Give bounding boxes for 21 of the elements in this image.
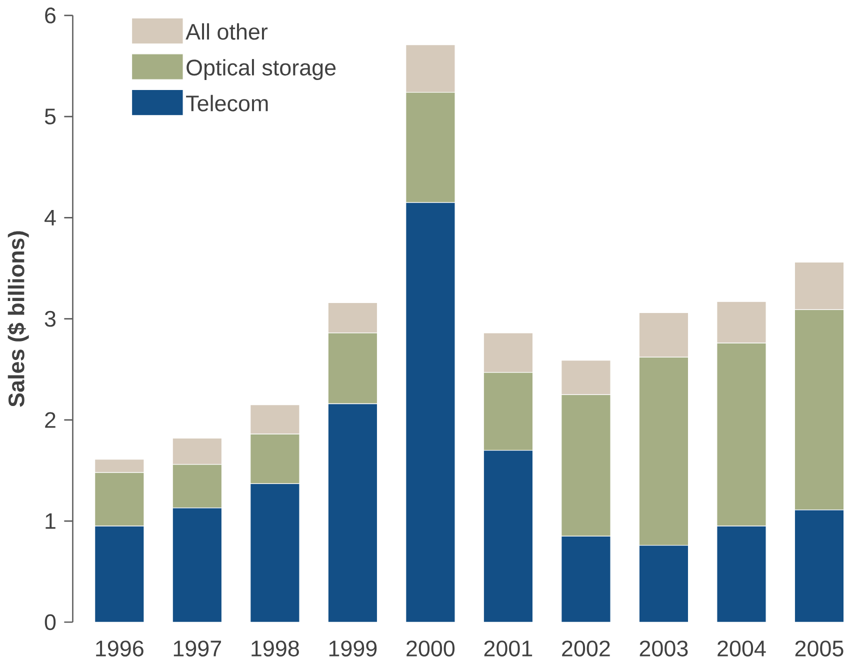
y-tick-label: 1 (46, 513, 56, 529)
x-tick-label: 2003 (640, 640, 688, 656)
x-tick-label: 2002 (562, 640, 610, 656)
y-tick-label: 4 (44, 210, 56, 226)
y-tick-label: 0 (44, 614, 56, 630)
x-tick-label: 2001 (484, 640, 532, 656)
x-tick-label: 1996 (96, 640, 144, 656)
x-tick-label: 1998 (252, 640, 299, 656)
y-axis-title: Sales ($ billions) (7, 231, 29, 407)
x-tick-label: 1999 (329, 640, 377, 656)
legend-label: Telecom (186, 94, 268, 112)
x-tick-label: 2005 (795, 640, 844, 656)
y-tick-label: 3 (44, 310, 56, 327)
y-tick-label: 5 (44, 108, 56, 124)
x-tick-label: 1997 (174, 640, 222, 656)
x-tick-label: 2004 (718, 640, 766, 656)
legend-label: All other (186, 23, 268, 40)
y-tick-label: 2 (45, 412, 56, 428)
y-tick-label: 6 (45, 7, 56, 24)
x-tick-label: 2000 (406, 640, 455, 656)
legend-label: Optical storage (186, 59, 336, 80)
